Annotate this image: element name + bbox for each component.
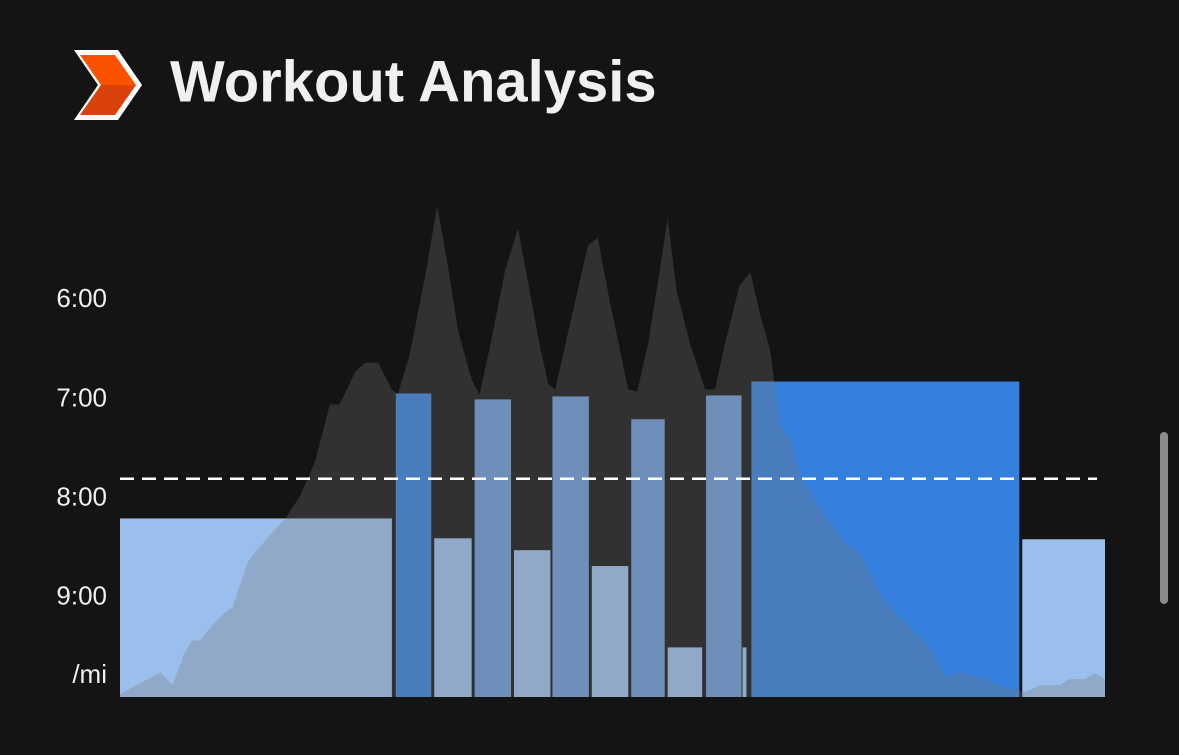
- y-tick-label: 9:00: [56, 581, 107, 611]
- y-tick-label: 8:00: [56, 481, 107, 511]
- lap-bar: [751, 381, 1020, 697]
- lap-bar: [667, 647, 703, 697]
- lap-bar: [395, 393, 432, 697]
- logo: [74, 50, 142, 120]
- scrollbar[interactable]: [1160, 432, 1168, 604]
- lap-bar: [120, 518, 392, 697]
- lap-bar: [591, 566, 629, 697]
- lap-bar: [434, 538, 472, 697]
- lap-bar: [631, 419, 665, 697]
- lap-bar: [742, 647, 747, 697]
- title: Workout Analysis: [170, 49, 657, 114]
- lap-bar: [706, 395, 742, 697]
- y-unit: /mi: [72, 659, 107, 689]
- lap-bar: [474, 399, 512, 697]
- y-tick-label: 6:00: [56, 283, 107, 313]
- lap-bar: [552, 396, 589, 697]
- lap-bar: [514, 550, 551, 697]
- pace-area: [120, 205, 1105, 697]
- y-tick-label: 7:00: [56, 382, 107, 412]
- lap-bar: [1022, 539, 1105, 697]
